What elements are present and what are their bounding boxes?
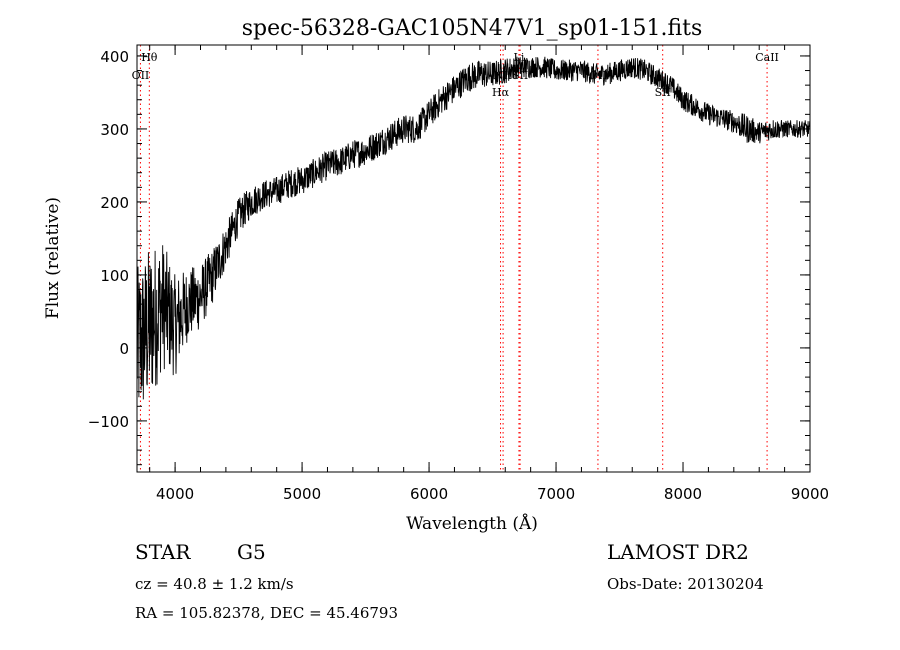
y-tick-label: 100 (100, 267, 129, 285)
spectral-line-label: OII (132, 69, 150, 82)
spectral-line-label: Hθ (141, 51, 158, 64)
y-tick-label: 300 (100, 121, 129, 139)
y-tick-label: 200 (100, 194, 129, 212)
x-tick-label: 9000 (791, 485, 829, 503)
tick-labels: 4000 5000 6000 7000 8000 9000 −100 0 100 200 300 40… (88, 48, 829, 503)
spectral-line-label: SII (512, 69, 528, 82)
object-subclass: G5 (237, 540, 266, 564)
x-tick-label: 4000 (156, 485, 194, 503)
plot-frame (136, 44, 811, 473)
x-axis-label: Wavelength (Å) (406, 513, 538, 534)
x-tick-label: 7000 (537, 485, 575, 503)
x-tick-label: 6000 (410, 485, 448, 503)
y-tick-label: 400 (100, 48, 129, 66)
spectral-line-label: Li (514, 51, 525, 64)
y-axis-label: Flux (relative) (43, 197, 63, 319)
x-tick-label: 5000 (283, 485, 321, 503)
ra-dec-coordinates: RA = 105.82378, DEC = 45.46793 (135, 604, 399, 622)
spectral-line-label: Hα (492, 86, 510, 99)
y-tick-label: −100 (88, 413, 129, 431)
spectral-line-label: OII (589, 69, 607, 82)
chart-title: spec-56328-GAC105N47V1_sp01-151.fits (242, 16, 703, 41)
survey-name: LAMOST DR2 (607, 540, 749, 564)
spectral-line-label: CaII (755, 51, 779, 64)
spectral-line-markers (139, 45, 768, 472)
spectral-line-label: NII (494, 69, 512, 82)
observation-date: Obs-Date: 20130204 (607, 575, 764, 593)
spectral-line-label: SII (655, 86, 671, 99)
x-tick-label: 8000 (664, 485, 702, 503)
y-tick-label: 0 (119, 340, 129, 358)
spectrum-line (136, 56, 811, 400)
axis-ticks (137, 45, 811, 472)
redshift-cz: cz = 40.8 ± 1.2 km/s (135, 575, 294, 593)
spectral-line-labels: Hθ OII NII Hα Li SII OII SII CaII (132, 51, 779, 99)
object-class: STAR (135, 540, 191, 564)
